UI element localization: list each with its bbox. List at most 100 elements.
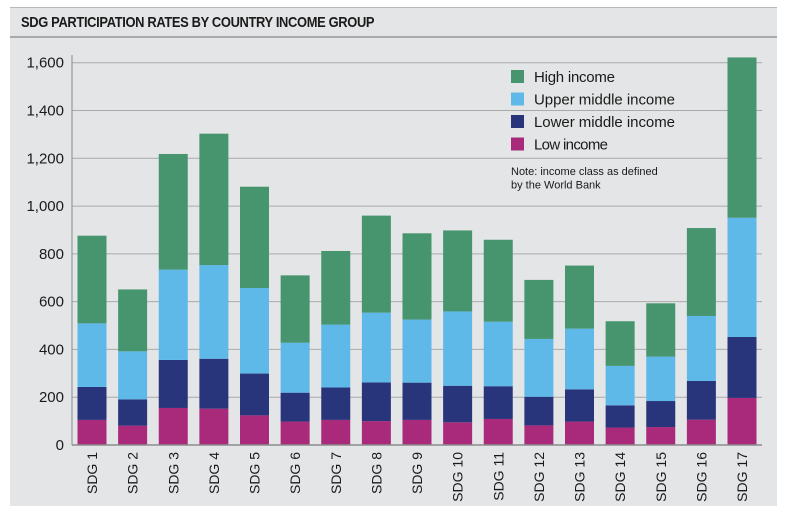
bar-segment-low-income: [443, 422, 473, 445]
bar-segment-high-income: [727, 57, 757, 218]
x-tick-label: SDG 13: [572, 452, 588, 502]
x-tick-label: SDG 3: [165, 452, 181, 494]
bar-segment-upper-middle-income: [321, 324, 351, 388]
x-tick-label: SDG 8: [368, 452, 384, 494]
bar-segment-high-income: [646, 303, 676, 357]
y-tick-label: 800: [39, 246, 64, 263]
legend-swatch: [511, 70, 524, 83]
x-tick-label: SDG 10: [450, 452, 466, 502]
legend-swatch: [511, 92, 524, 106]
legend-swatch: [511, 137, 524, 151]
bar-segment-high-income: [361, 215, 391, 313]
bar-segment-high-income: [524, 279, 554, 339]
x-tick-label: SDG 7: [328, 452, 344, 494]
bar-segment-high-income: [280, 275, 310, 343]
x-tick-label: SDG 4: [206, 452, 222, 494]
bar-segment-low-income: [686, 419, 716, 445]
bar-segment-lower-middle-income: [199, 358, 229, 409]
bar-segment-low-income: [402, 419, 432, 445]
legend-note: Note: income class as defined: [511, 166, 658, 178]
x-tick-label: SDG 14: [612, 452, 628, 502]
legend-label: Low income: [534, 137, 608, 154]
x-tick-label: SDG 6: [287, 452, 303, 494]
y-tick-label: 1,600: [26, 55, 64, 72]
bar-segment-upper-middle-income: [118, 351, 148, 400]
x-tick-label: SDG 16: [693, 452, 709, 502]
legend-label: Upper middle income: [534, 92, 675, 109]
x-tick-label: SDG 17: [734, 452, 750, 502]
bar-segment-high-income: [118, 289, 148, 352]
bar-segment-upper-middle-income: [443, 311, 473, 386]
bar-segment-lower-middle-income: [118, 399, 148, 426]
bar-segment-lower-middle-income: [361, 382, 391, 422]
bar-segment-upper-middle-income: [605, 365, 635, 406]
y-tick-label: 1,400: [26, 102, 64, 119]
x-tick-label: SDG 9: [409, 452, 425, 494]
bar-segment-high-income: [605, 321, 635, 366]
bar-segment-low-income: [361, 421, 391, 445]
bar-segment-low-income: [158, 407, 188, 445]
bar-segment-low-income: [321, 419, 351, 445]
legend-label: High income: [534, 69, 615, 86]
bar-segment-low-income: [77, 419, 107, 445]
chart-title: SDG PARTICIPATION RATES BY COUNTRY INCOM…: [21, 14, 375, 31]
x-tick-label: SDG 5: [247, 452, 263, 494]
bar-segment-high-income: [443, 230, 473, 312]
bar-segment-lower-middle-income: [605, 405, 635, 428]
bar-segment-low-income: [483, 418, 513, 445]
bar-segment-high-income: [686, 228, 716, 316]
bar-segment-upper-middle-income: [158, 269, 188, 360]
legend-note: by the World Bank: [511, 180, 601, 192]
bar-segment-upper-middle-income: [240, 288, 269, 374]
bar-segment-upper-middle-income: [686, 315, 716, 381]
bar-segment-low-income: [605, 427, 635, 445]
chart-title-bar: SDG PARTICIPATION RATES BY COUNTRY INCOM…: [10, 7, 777, 38]
bar-segment-lower-middle-income: [443, 385, 473, 423]
bar-segment-lower-middle-income: [727, 337, 757, 398]
bar-segment-lower-middle-income: [483, 386, 513, 419]
bar-segment-upper-middle-income: [727, 217, 757, 338]
x-tick-label: SDG 12: [531, 452, 547, 502]
bar-segment-lower-middle-income: [524, 396, 554, 426]
bar-segment-high-income: [158, 153, 188, 270]
bar-segment-high-income: [483, 239, 513, 322]
bar-segment-high-income: [402, 233, 432, 320]
bar-segment-high-income: [565, 265, 594, 329]
bar-segment-low-income: [727, 397, 757, 445]
bar-segment-high-income: [199, 133, 229, 266]
bar-segment-low-income: [280, 421, 310, 445]
bar-segment-high-income: [321, 250, 351, 325]
bar-segment-high-income: [77, 235, 107, 324]
bar-segment-low-income: [646, 427, 676, 445]
bar-segment-upper-middle-income: [565, 328, 594, 390]
bar-segment-upper-middle-income: [199, 265, 229, 359]
y-tick-label: 200: [39, 389, 64, 406]
y-tick-label: 600: [39, 294, 64, 311]
legend-label: Lower middle income: [534, 114, 675, 131]
bar-segment-lower-middle-income: [158, 359, 188, 408]
bar-segment-lower-middle-income: [77, 386, 107, 420]
bar-segment-low-income: [524, 425, 554, 445]
x-tick-label: SDG 11: [490, 452, 506, 501]
bar-segment-upper-middle-income: [77, 323, 107, 387]
bar-segment-upper-middle-income: [483, 321, 513, 387]
x-tick-label: SDG 15: [653, 452, 669, 502]
bar-segment-high-income: [240, 186, 269, 289]
bar-segment-low-income: [199, 408, 229, 445]
bar-segment-lower-middle-income: [646, 401, 676, 428]
y-tick-label: 400: [39, 341, 64, 358]
bar-segment-lower-middle-income: [321, 387, 351, 420]
bar-segment-lower-middle-income: [686, 380, 716, 420]
bar-segment-low-income: [565, 421, 594, 445]
x-tick-label: SDG 2: [125, 452, 141, 494]
bar-segment-lower-middle-income: [280, 392, 310, 422]
bar-segment-lower-middle-income: [565, 389, 594, 422]
bar-segment-upper-middle-income: [280, 342, 310, 393]
bar-segment-upper-middle-income: [361, 312, 391, 383]
bar-segment-lower-middle-income: [240, 373, 269, 416]
bar-segment-lower-middle-income: [402, 382, 432, 420]
y-tick-label: 1,200: [26, 150, 64, 167]
bar-segment-upper-middle-income: [402, 319, 432, 383]
bar-segment-upper-middle-income: [646, 356, 676, 402]
